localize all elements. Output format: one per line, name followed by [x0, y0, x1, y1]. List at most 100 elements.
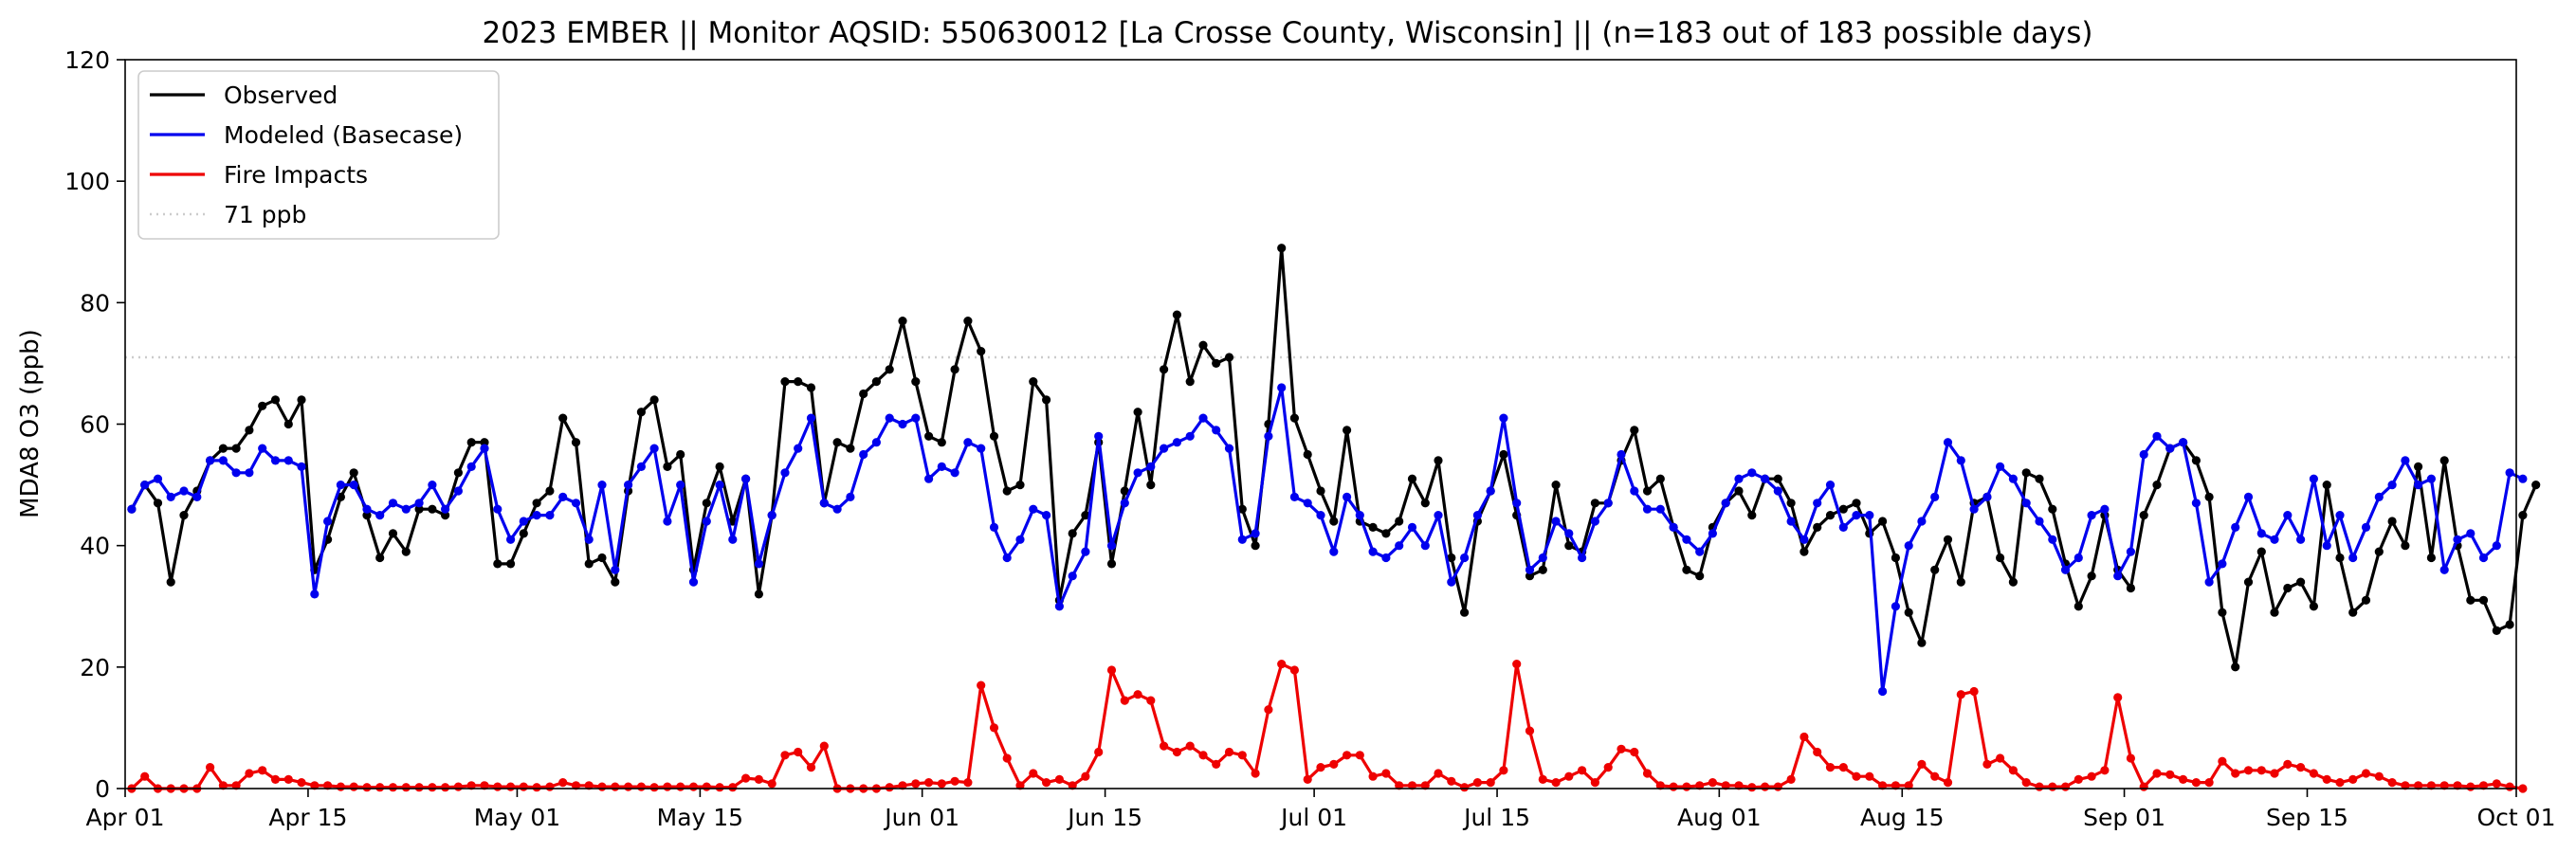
data-point: [245, 468, 254, 478]
data-point: [1054, 774, 1064, 785]
data-point: [963, 438, 973, 447]
data-point: [911, 413, 921, 423]
data-point: [1891, 781, 1900, 790]
data-point: [846, 492, 855, 502]
data-point: [2152, 769, 2162, 778]
data-point: [1015, 781, 1025, 790]
data-point: [1002, 486, 1012, 496]
data-point: [480, 781, 489, 790]
data-point: [1106, 559, 1117, 569]
data-point: [846, 444, 855, 453]
y-tick-label: 120: [64, 46, 110, 74]
data-point: [206, 763, 215, 772]
data-point: [676, 449, 685, 460]
data-point: [153, 499, 163, 508]
data-point: [2270, 535, 2279, 544]
data-point: [206, 456, 215, 465]
data-point: [2087, 771, 2096, 781]
data-point: [2231, 522, 2240, 533]
data-point: [1969, 504, 1979, 514]
data-point: [2191, 456, 2201, 465]
data-point: [937, 462, 946, 471]
data-point: [2152, 431, 2162, 441]
data-point: [1708, 529, 1717, 538]
legend-label: Observed: [224, 82, 338, 109]
data-point: [1721, 781, 1730, 790]
data-point: [806, 763, 816, 772]
data-point: [1106, 541, 1117, 551]
data-point: [2348, 608, 2358, 617]
data-point: [688, 782, 699, 791]
data-point: [2426, 781, 2436, 790]
legend-box: [137, 70, 500, 240]
y-axis: 0 20 40 60 80 100 120: [64, 46, 125, 803]
data-point: [806, 383, 816, 392]
data-point: [349, 481, 358, 490]
data-point: [1551, 778, 1561, 788]
series-line: [130, 246, 2538, 669]
legend-label: 71 ppb: [224, 201, 306, 228]
data-point: [453, 486, 463, 496]
x-tick-label: Oct 01: [2477, 804, 2556, 831]
data-point: [885, 365, 894, 374]
data-point: [2021, 499, 2031, 508]
data-point: [1564, 771, 1574, 781]
data-point: [1943, 778, 1953, 788]
data-point: [636, 408, 647, 417]
data-point: [1655, 504, 1665, 514]
data-point: [2231, 769, 2240, 778]
data-point: [937, 438, 946, 447]
data-point: [1800, 535, 1809, 544]
data-point: [506, 559, 516, 569]
data-point: [2492, 779, 2501, 789]
data-point: [545, 782, 555, 791]
data-point: [911, 779, 921, 789]
data-point: [2191, 499, 2201, 508]
data-point: [1212, 358, 1221, 368]
data-point: [1617, 744, 1626, 753]
data-point: [1316, 486, 1325, 496]
data-point: [950, 468, 959, 478]
data-point: [414, 783, 424, 792]
data-point: [1813, 499, 1822, 508]
data-point: [2531, 481, 2541, 490]
data-point: [1015, 481, 1025, 490]
data-point: [2414, 462, 2423, 471]
data-point: [2322, 541, 2331, 551]
data-point: [1343, 492, 1352, 502]
data-point: [1525, 565, 1535, 574]
data-point: [1224, 444, 1234, 453]
data-point: [2283, 759, 2293, 770]
data-point: [532, 783, 541, 792]
data-point: [1956, 577, 1965, 587]
chart-title: 2023 EMBER || Monitor AQSID: 550630012 […: [482, 16, 2092, 50]
data-point: [2296, 577, 2306, 587]
data-point: [1682, 565, 1691, 574]
data-point: [1029, 377, 1038, 387]
data-point: [2126, 583, 2135, 593]
data-point: [1786, 517, 1796, 526]
data-point: [1251, 769, 1260, 778]
data-point: [2348, 774, 2358, 785]
data-point: [1956, 456, 1965, 465]
data-point: [924, 778, 934, 788]
data-point: [1578, 766, 1587, 775]
data-point: [754, 559, 764, 569]
data-point: [323, 781, 333, 790]
data-point: [688, 577, 699, 587]
data-point: [1878, 686, 1888, 697]
data-point: [2414, 781, 2423, 790]
data-point: [636, 462, 647, 471]
data-point: [754, 774, 764, 785]
data-point: [611, 782, 620, 791]
data-point: [597, 481, 607, 490]
data-point: [441, 783, 450, 792]
legend: Observed Modeled (Basecase) Fire Impacts 71…: [137, 70, 500, 240]
data-point: [1747, 511, 1757, 520]
data-point: [1381, 529, 1391, 538]
data-point: [166, 492, 175, 502]
data-point: [1538, 774, 1547, 785]
data-point: [388, 783, 398, 792]
data-point: [1237, 504, 1247, 514]
data-point: [2218, 559, 2227, 569]
